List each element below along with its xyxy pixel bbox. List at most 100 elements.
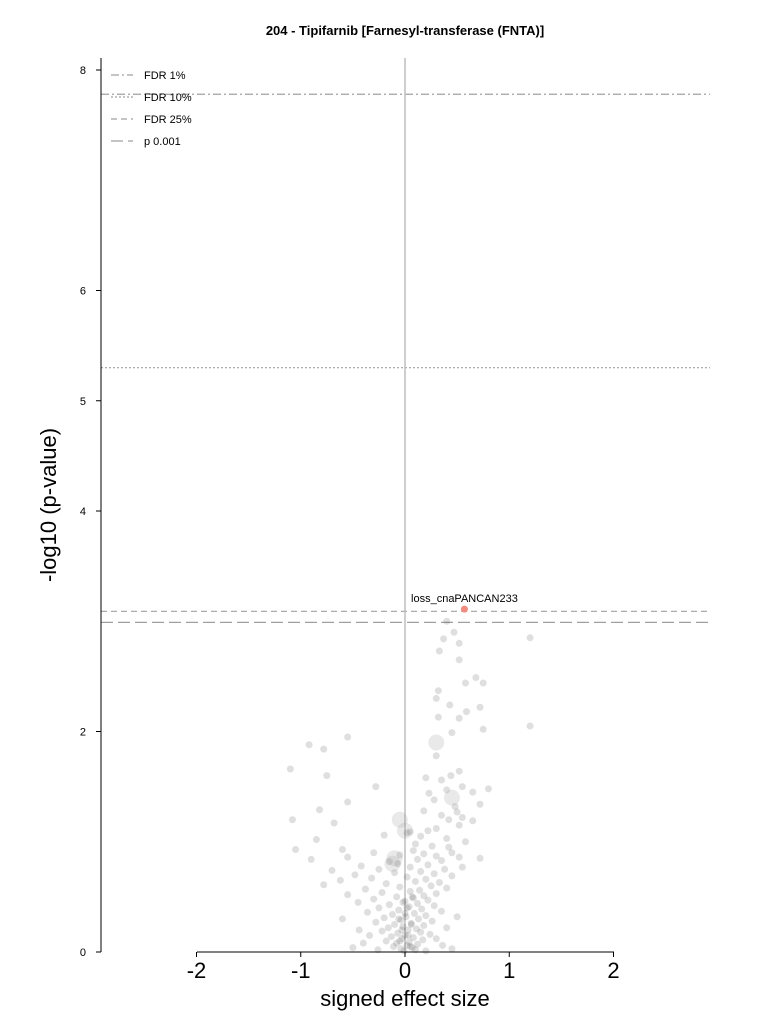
legend-label: FDR 1% — [144, 70, 186, 82]
data-point — [395, 906, 403, 914]
y-tick-label: 2 — [80, 727, 86, 739]
data-point — [417, 868, 425, 876]
data-point — [385, 858, 393, 866]
data-point — [405, 903, 413, 911]
data-point — [380, 831, 388, 839]
data-point — [312, 836, 320, 844]
data-point — [406, 863, 414, 871]
data-point — [453, 808, 461, 816]
data-point — [406, 942, 414, 950]
data-point — [407, 919, 415, 927]
data-point — [408, 893, 416, 901]
data-point — [418, 905, 426, 913]
data-point — [448, 945, 456, 953]
data-point — [286, 765, 294, 773]
data-point — [420, 850, 428, 858]
data-point — [432, 825, 440, 833]
x-tick-label: 1 — [503, 958, 515, 983]
data-point — [443, 786, 451, 794]
data-point — [417, 928, 425, 936]
data-point — [372, 783, 380, 791]
data-point — [469, 817, 477, 825]
data-point — [445, 843, 453, 851]
data-point — [469, 788, 477, 796]
data-point — [355, 926, 363, 934]
data-point-large — [391, 811, 408, 828]
points-layer — [286, 617, 534, 955]
data-point — [406, 828, 414, 836]
data-point — [385, 901, 393, 909]
data-point — [378, 888, 386, 896]
y-tick-label: 5 — [80, 396, 86, 408]
data-point — [430, 796, 438, 804]
data-point — [316, 806, 324, 814]
data-point — [476, 854, 484, 862]
data-point — [403, 941, 411, 949]
data-point — [455, 639, 463, 647]
data-point — [455, 714, 463, 722]
data-point — [430, 870, 438, 878]
data-point — [403, 873, 411, 881]
data-point — [349, 944, 357, 952]
data-point — [400, 947, 408, 955]
data-point — [409, 934, 417, 942]
data-point — [461, 838, 469, 846]
data-point — [390, 942, 398, 950]
data-point — [448, 729, 456, 737]
data-point — [393, 893, 401, 901]
data-point — [455, 767, 463, 775]
data-point — [420, 922, 428, 930]
data-point — [292, 845, 300, 853]
data-point — [458, 813, 466, 821]
data-point — [320, 881, 328, 889]
data-point — [455, 821, 463, 829]
data-point — [455, 656, 463, 664]
data-point — [403, 904, 411, 912]
chart-title: 204 - Tipifarnib [Farnesyl-transferase (… — [266, 23, 544, 38]
data-point — [409, 847, 417, 855]
data-point — [399, 923, 407, 931]
data-point — [407, 920, 415, 928]
data-point — [437, 856, 445, 864]
data-point — [414, 855, 422, 863]
y-tick-label: 6 — [80, 286, 86, 298]
data-point — [393, 939, 401, 947]
data-point — [330, 819, 338, 827]
data-point — [375, 904, 383, 912]
data-point — [344, 798, 352, 806]
data-point — [435, 647, 443, 655]
x-ticks: -2 -1 0 1 2 — [187, 952, 620, 983]
data-point — [396, 851, 404, 859]
data-point — [408, 944, 416, 952]
data-point — [430, 902, 438, 910]
data-point — [328, 866, 336, 874]
data-point — [424, 896, 432, 904]
data-point — [415, 915, 423, 923]
data-point-large — [397, 822, 413, 839]
data-point — [443, 834, 451, 842]
data-point — [359, 939, 367, 947]
data-point — [526, 722, 534, 730]
data-point — [288, 816, 296, 824]
data-point — [455, 853, 463, 861]
data-point — [472, 673, 480, 681]
x-tick-label: 2 — [607, 958, 619, 983]
data-point — [463, 708, 471, 716]
data-point — [446, 701, 454, 709]
data-point — [428, 917, 436, 925]
data-point — [447, 772, 455, 780]
x-tick-label: 0 — [399, 958, 411, 983]
data-point — [428, 842, 436, 850]
data-point — [403, 829, 411, 837]
y-axis-label: -log10 (p-value) — [36, 428, 61, 582]
x-tick-label: -2 — [187, 958, 207, 983]
data-point — [401, 909, 409, 917]
data-point — [320, 745, 328, 753]
data-point — [424, 861, 432, 869]
data-point — [344, 733, 352, 741]
data-point — [382, 880, 390, 888]
data-point-large — [386, 850, 403, 867]
data-point — [453, 913, 461, 921]
data-point — [382, 937, 390, 945]
data-point — [406, 887, 414, 895]
